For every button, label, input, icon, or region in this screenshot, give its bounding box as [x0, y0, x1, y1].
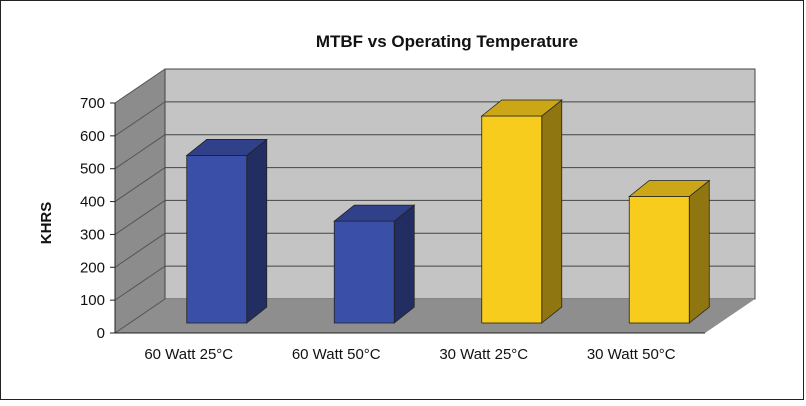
bar-top [628, 180, 711, 197]
gridline-wall [114, 232, 166, 268]
bar [481, 115, 543, 324]
x-tick-label: 30 Watt 25°C [439, 346, 528, 363]
chart-title: MTBF vs Operating Temperature [316, 32, 578, 51]
x-tick-label: 30 Watt 50°C [587, 346, 676, 363]
bar-top [185, 139, 268, 156]
gridline-wall [114, 298, 166, 334]
left-wall [115, 69, 165, 333]
floor [115, 299, 755, 333]
bar-side [393, 204, 415, 324]
bar-top [333, 204, 416, 222]
gridline-wall [114, 200, 166, 235]
y-tick-label: 500 [80, 161, 105, 178]
bar-side [688, 179, 710, 324]
y-tick-label: 0 [97, 325, 105, 342]
gridline-wall [114, 68, 166, 104]
bar-top [480, 99, 563, 117]
y-tick-label: 300 [80, 226, 105, 243]
x-tick-label: 60 Watt 25°C [144, 346, 233, 363]
gridline-wall [114, 101, 166, 137]
y-tick-label: 200 [80, 259, 105, 276]
bar [333, 220, 395, 324]
y-tick-label: 400 [80, 194, 105, 211]
gridline-wall [114, 134, 166, 170]
bar-side [246, 138, 268, 324]
plot-area: 0 100 200 300 400 500 600 700 60 Watt 25°C 60 Wat… [80, 68, 756, 363]
x-tick-label: 60 Watt 50°C [292, 346, 381, 363]
y-tick-label: 100 [80, 292, 105, 309]
bar [186, 155, 248, 324]
gridline-wall [114, 167, 166, 202]
y-axis-label: KHRS [38, 202, 55, 245]
gridline-wall [114, 265, 166, 301]
y-tick-label: 600 [80, 128, 105, 145]
bar [628, 196, 690, 324]
bar-side [541, 99, 563, 324]
y-tick-label: 700 [80, 95, 105, 112]
